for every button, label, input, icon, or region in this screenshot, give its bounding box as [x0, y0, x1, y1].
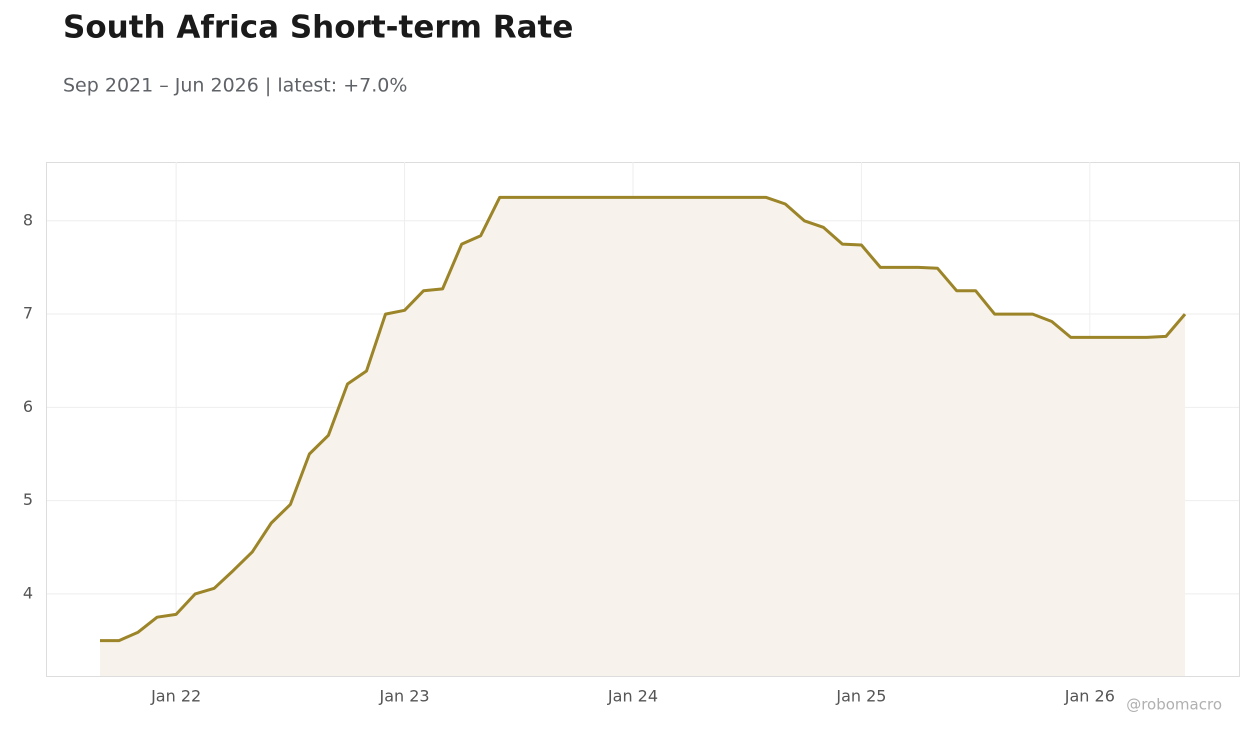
x-tick-label: Jan 25	[835, 687, 886, 706]
y-tick-label: 4	[23, 583, 33, 602]
plot-frame	[46, 162, 1240, 677]
x-tick-label: Jan 23	[379, 687, 430, 706]
y-tick-label: 8	[23, 210, 33, 229]
area-fill	[100, 197, 1185, 676]
y-tick-label: 5	[23, 490, 33, 509]
x-tick-label: Jan 24	[607, 687, 658, 706]
chart-title: South Africa Short-term Rate	[63, 10, 573, 46]
x-tick-label: Jan 22	[150, 687, 201, 706]
chart-subtitle: Sep 2021 – Jun 2026 | latest: +7.0%	[63, 75, 407, 97]
y-tick-label: 7	[23, 304, 33, 323]
line	[100, 195, 1187, 643]
y-tick-label: 6	[23, 397, 33, 416]
watermark: @robomacro	[1126, 696, 1222, 714]
x-tick-label: Jan 26	[1064, 687, 1115, 706]
